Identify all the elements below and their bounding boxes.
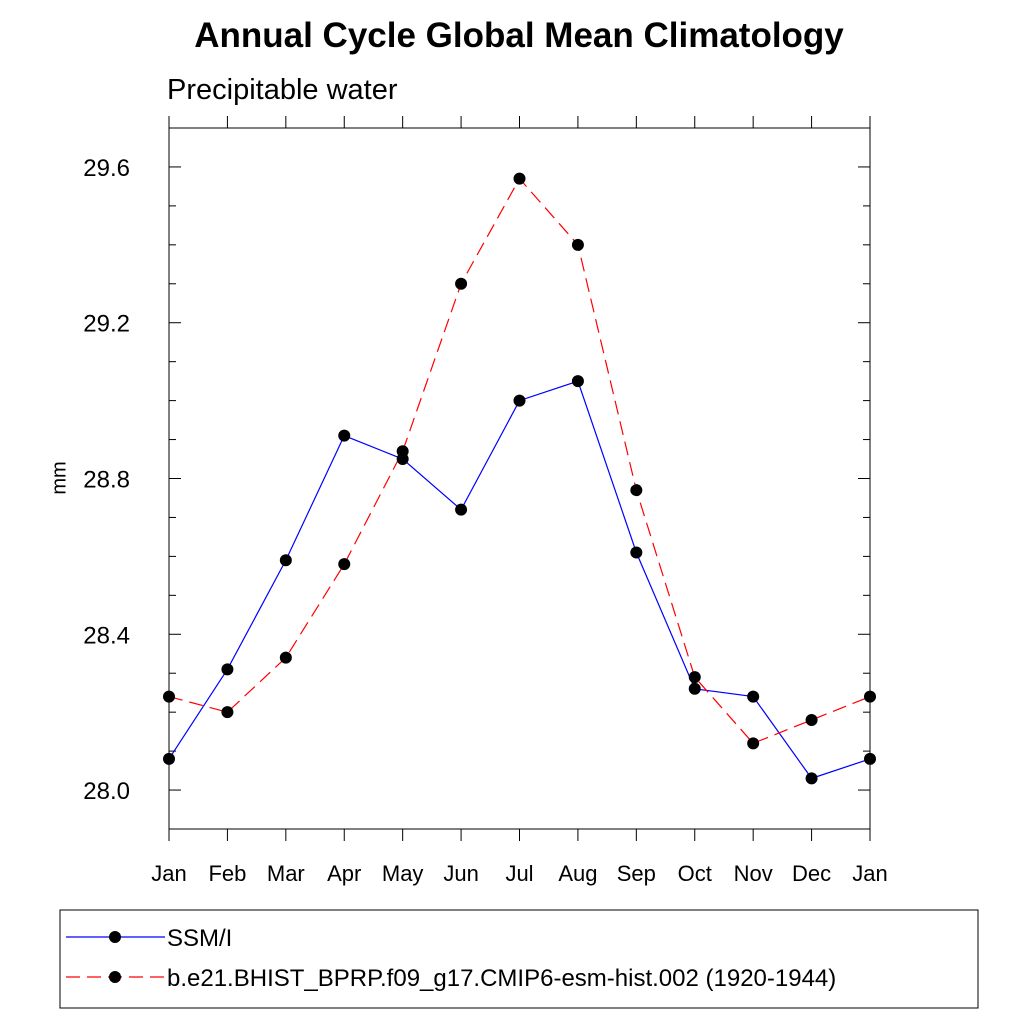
- y-tick-label: 28.8: [83, 467, 130, 494]
- x-tick-label: Jun: [443, 861, 478, 886]
- legend-box: [59, 909, 979, 1009]
- data-point: [513, 394, 526, 407]
- y-tick-label: 29.6: [83, 155, 130, 182]
- x-tick-label: Aug: [558, 861, 597, 886]
- data-point: [630, 546, 643, 559]
- lines-layer: [168, 177, 871, 780]
- y-tick-label: 28.4: [83, 622, 130, 649]
- data-point: [864, 752, 876, 765]
- y-axis-label: mm: [48, 461, 70, 494]
- x-tick-label: May: [382, 861, 424, 886]
- series-line-2: [168, 177, 871, 745]
- data-point: [571, 375, 584, 388]
- x-tick-label: Jan: [151, 861, 186, 886]
- series-line-1: [168, 380, 871, 780]
- data-point: [396, 445, 409, 458]
- data-point: [805, 772, 818, 785]
- data-point: [221, 706, 234, 719]
- y-tick-label: 29.2: [83, 311, 130, 338]
- ticks-layer: Jan Feb Mar Apr May Jun Jul Aug Sep Oct Nov Dec Jan 2…: [83, 116, 888, 886]
- data-point: [455, 503, 468, 516]
- legend-marker: [109, 931, 121, 943]
- x-tick-label: Mar: [267, 861, 305, 886]
- legend-label-1: SSM/I: [167, 925, 232, 952]
- x-tick-label: Feb: [208, 861, 246, 886]
- data-point: [747, 690, 760, 703]
- legend-label-2: b.e21.BHIST_BPRP.f09_g17.CMIP6-esm-hist.…: [167, 965, 836, 992]
- data-point: [163, 690, 175, 703]
- x-tick-label: Jul: [505, 861, 533, 886]
- data-point: [221, 663, 234, 676]
- data-point: [513, 172, 526, 185]
- x-tick-label: Sep: [617, 861, 656, 886]
- data-point: [455, 277, 468, 290]
- plot-frame: [168, 127, 871, 830]
- chart-subtitle: Precipitable water: [167, 74, 398, 106]
- data-point: [163, 752, 175, 765]
- legend-marker: [109, 971, 121, 983]
- data-point: [864, 690, 876, 703]
- data-point: [338, 558, 351, 571]
- data-point: [571, 238, 584, 251]
- data-point: [747, 737, 760, 750]
- y-tick-label: 28.0: [83, 778, 130, 805]
- data-point: [338, 429, 351, 442]
- x-tick-label: Oct: [678, 861, 712, 886]
- data-point: [630, 484, 643, 497]
- data-point: [279, 554, 292, 567]
- x-tick-label: Apr: [327, 861, 361, 886]
- data-point: [279, 651, 292, 664]
- data-point: [688, 671, 701, 684]
- data-point: [688, 682, 701, 695]
- legend: SSM/I b.e21.BHIST_BPRP.f09_g17.CMIP6-esm-…: [66, 925, 836, 992]
- data-point: [805, 713, 818, 726]
- x-tick-label: Jan: [852, 861, 887, 886]
- markers-layer: [163, 172, 876, 785]
- chart-title: Annual Cycle Global Mean Climatology: [194, 16, 844, 55]
- x-tick-label: Dec: [792, 861, 831, 886]
- x-tick-label: Nov: [734, 861, 773, 886]
